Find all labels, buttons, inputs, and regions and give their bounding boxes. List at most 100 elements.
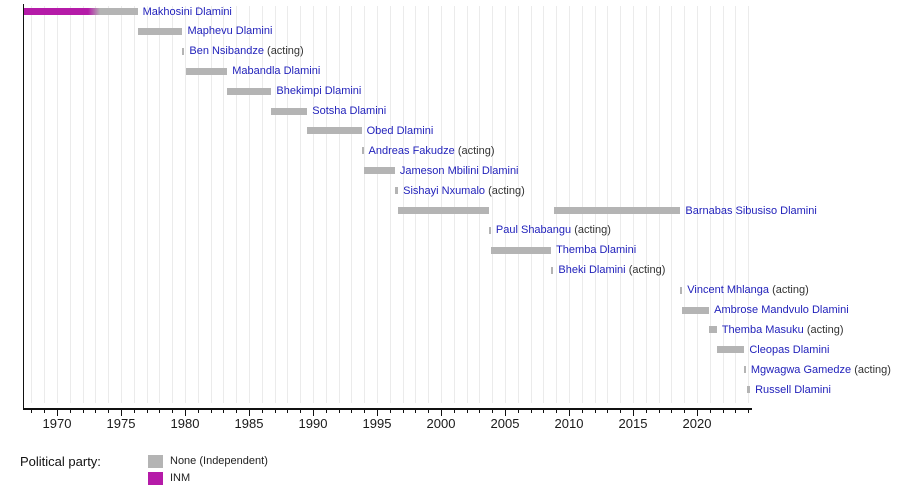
- minor-tick: [197, 409, 199, 413]
- minor-tick: [735, 409, 737, 413]
- gridline-year: [274, 6, 276, 403]
- gridline-year: [453, 6, 455, 403]
- gridline-year: [377, 6, 378, 403]
- gridline-year: [300, 6, 302, 403]
- pm-name-link[interactable]: Makhosini Dlamini: [142, 5, 232, 18]
- minor-tick: [44, 409, 46, 413]
- major-tick: [505, 409, 506, 416]
- gridline-year: [57, 6, 58, 403]
- pm-name-link[interactable]: Sishayi Nxumalo: [403, 184, 486, 197]
- major-tick: [377, 409, 378, 416]
- pm-name-link[interactable]: Maphevu Dlamini: [187, 25, 273, 38]
- minor-tick: [466, 409, 468, 413]
- minor-tick: [261, 409, 263, 413]
- minor-tick: [402, 409, 404, 413]
- gridline-year: [517, 6, 519, 403]
- gridline-year: [223, 6, 225, 403]
- pm-name-link[interactable]: Bhekimpi Dlamini: [276, 85, 362, 98]
- gridline-year: [466, 6, 468, 403]
- gridline-year: [146, 6, 148, 403]
- pm-name-link[interactable]: Mgwagwa Gamedze: [750, 363, 852, 376]
- minor-tick: [748, 409, 750, 413]
- minor-tick: [133, 409, 135, 413]
- gridline-year: [633, 6, 634, 403]
- pm-name-link[interactable]: Sotsha Dlamini: [312, 105, 387, 117]
- axis-tick-label: 1975: [106, 416, 136, 431]
- axis-tick-label: 2000: [426, 416, 456, 431]
- gridline-year: [722, 6, 724, 403]
- minor-tick: [671, 409, 673, 413]
- minor-tick: [620, 409, 622, 413]
- acting-suffix: (acting): [772, 284, 809, 297]
- pm-name-link[interactable]: Mabandla Dlamini: [232, 65, 321, 78]
- term-bar: [744, 366, 747, 374]
- gridline-year: [645, 6, 647, 403]
- gridline-year: [338, 6, 340, 403]
- minor-tick: [607, 409, 609, 413]
- gridline-year: [121, 6, 122, 403]
- gridline-year: [402, 6, 404, 403]
- minor-tick: [517, 409, 519, 413]
- minor-tick: [287, 409, 289, 413]
- pm-name-link[interactable]: Obed Dlamini: [366, 124, 434, 137]
- pm-name-link[interactable]: Vincent Mhlanga: [687, 284, 770, 297]
- pm-name-link[interactable]: Bheki Dlamini: [558, 264, 626, 277]
- pm-row-label: Cleopas Dlamini: [749, 343, 829, 357]
- minor-tick: [709, 409, 711, 413]
- gridline-year: [505, 6, 506, 403]
- gridline-year: [95, 6, 97, 403]
- major-tick: [441, 409, 442, 416]
- pm-name-link[interactable]: Russell Dlamini: [755, 383, 831, 396]
- axis-tick-label: 1980: [170, 416, 200, 431]
- acting-suffix: (acting): [854, 363, 891, 376]
- minor-tick: [684, 409, 686, 413]
- legend-item-label: None (Independent): [170, 455, 268, 467]
- gridline-year: [697, 6, 698, 403]
- pm-name-link[interactable]: Barnabas Sibusiso Dlamini: [685, 204, 817, 217]
- pm-row-label: Ambrose Mandvulo Dlamini: [714, 303, 849, 317]
- pm-name-link[interactable]: Ambrose Mandvulo Dlamini: [714, 304, 849, 316]
- term-bar: [717, 346, 745, 354]
- pm-row-label: Bheki Dlamini (acting): [558, 263, 665, 277]
- axis-tick-label: 2005: [490, 416, 520, 431]
- gridline-year: [82, 6, 84, 403]
- term-bar: [489, 226, 491, 234]
- minor-tick: [453, 409, 455, 413]
- term-bar: [23, 8, 100, 15]
- minor-tick: [351, 409, 353, 413]
- gridline-year: [69, 6, 71, 403]
- term-bar: [394, 187, 399, 195]
- gridline-year: [594, 6, 596, 403]
- gridline-year: [364, 6, 366, 403]
- gridline-year: [313, 6, 314, 403]
- gridline-year: [172, 6, 174, 403]
- major-tick: [633, 409, 634, 416]
- axis-tick-label: 1970: [42, 416, 72, 431]
- axis-tick-label: 1995: [362, 416, 392, 431]
- pm-name-link[interactable]: Jameson Mbilini Dlamini: [399, 164, 519, 177]
- term-bar: [185, 67, 228, 75]
- gridline-year: [556, 6, 558, 403]
- pm-name-link[interactable]: Andreas Fakudze: [368, 144, 455, 157]
- pm-row-label: Paul Shabangu (acting): [496, 223, 611, 237]
- gridline-year: [569, 6, 570, 403]
- gridline-year: [658, 6, 660, 403]
- acting-suffix: (acting): [267, 45, 304, 58]
- minor-tick: [594, 409, 596, 413]
- pm-name-link[interactable]: Themba Masuku: [721, 323, 804, 336]
- pm-name-link[interactable]: Themba Dlamini: [556, 244, 637, 257]
- term-bar: [490, 246, 552, 254]
- minor-tick: [223, 409, 225, 413]
- term-bar: [137, 27, 183, 35]
- pm-name-link[interactable]: Paul Shabangu: [495, 224, 572, 237]
- axis-tick-label: 2015: [618, 416, 648, 431]
- pm-name-link[interactable]: Cleopas Dlamini: [749, 343, 830, 356]
- minor-tick: [530, 409, 532, 413]
- gridline-year: [249, 6, 250, 403]
- gridline-year: [185, 6, 186, 403]
- acting-suffix: (acting): [628, 264, 666, 277]
- axis-tick-label: 2020: [682, 416, 712, 431]
- term-bar: [271, 107, 308, 115]
- pm-name-link[interactable]: Ben Nsibandze: [189, 45, 264, 58]
- gridline-year: [607, 6, 609, 403]
